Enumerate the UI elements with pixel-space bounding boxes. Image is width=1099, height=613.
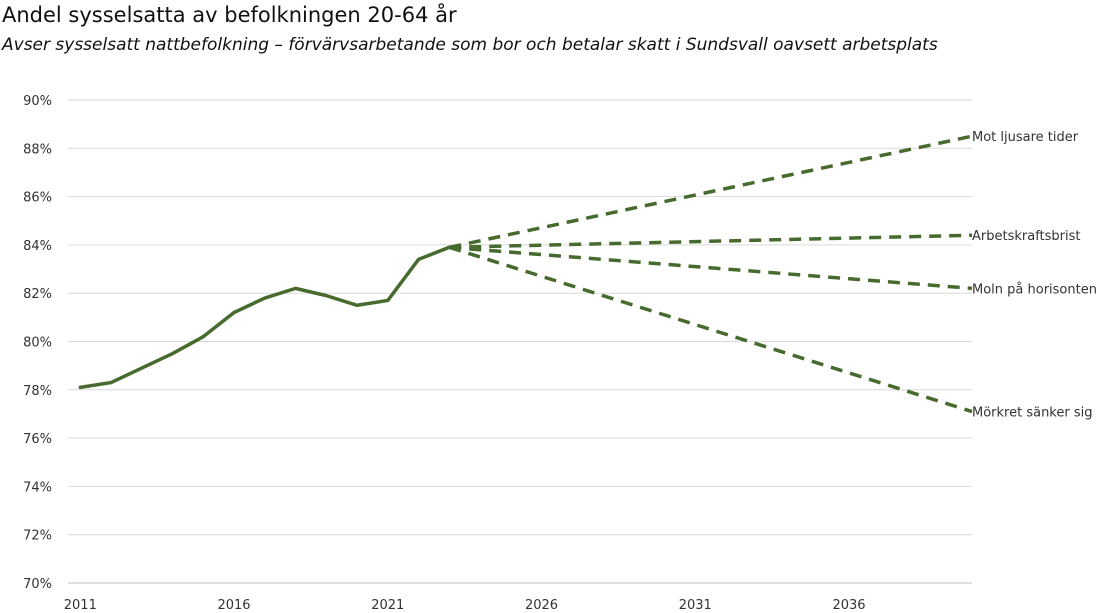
scenario-label-3: Moln på horisonten — [972, 282, 1097, 297]
y-tick-label-80: 80% — [23, 336, 52, 351]
x-tick-label-2011: 2011 — [64, 598, 97, 613]
series-labels: Mot ljusare tider Arbetskraftsbrist Moln p… — [972, 130, 1097, 420]
x-axis-ticks: 2011 2016 2021 2026 2031 2036 — [64, 598, 866, 613]
scenario-line-4 — [448, 245, 973, 414]
historical-line — [78, 245, 452, 390]
chart-subtitle: Avser sysselsatt nattbefolkning – förvär… — [2, 35, 938, 55]
y-axis-ticks: 70% 72% 74% 76% 78% 80% 82% 84% 86% 88% 90% — [23, 94, 52, 592]
y-tick-label-84: 84% — [23, 239, 52, 254]
scenario-line-1 — [448, 134, 973, 250]
y-tick-label-82: 82% — [23, 287, 52, 302]
x-tick-label-2016: 2016 — [217, 598, 250, 613]
x-tick-label-2026: 2026 — [525, 598, 558, 613]
scenario-line-3 — [449, 245, 973, 291]
scenario-label-2: Arbetskraftsbrist — [972, 229, 1081, 244]
gridlines — [68, 99, 972, 584]
x-tick-label-2036: 2036 — [832, 598, 865, 613]
series-lines — [78, 134, 973, 414]
y-tick-label-90: 90% — [23, 94, 52, 109]
scenario-label-1: Mot ljusare tider — [972, 130, 1079, 145]
x-tick-label-2031: 2031 — [679, 598, 712, 613]
y-tick-label-86: 86% — [23, 191, 52, 206]
chart-title: Andel sysselsatta av befolkningen 20-64 … — [2, 3, 457, 27]
x-tick-label-2021: 2021 — [371, 598, 404, 613]
y-tick-label-70: 70% — [23, 577, 52, 592]
scenario-label-4: Mörkret sänker sig — [972, 406, 1093, 421]
y-tick-label-74: 74% — [23, 480, 52, 495]
y-tick-label-72: 72% — [23, 529, 52, 544]
y-tick-label-76: 76% — [23, 432, 52, 447]
y-tick-label-88: 88% — [23, 142, 52, 157]
scenario-line-2 — [449, 233, 973, 250]
y-tick-label-78: 78% — [23, 384, 52, 399]
